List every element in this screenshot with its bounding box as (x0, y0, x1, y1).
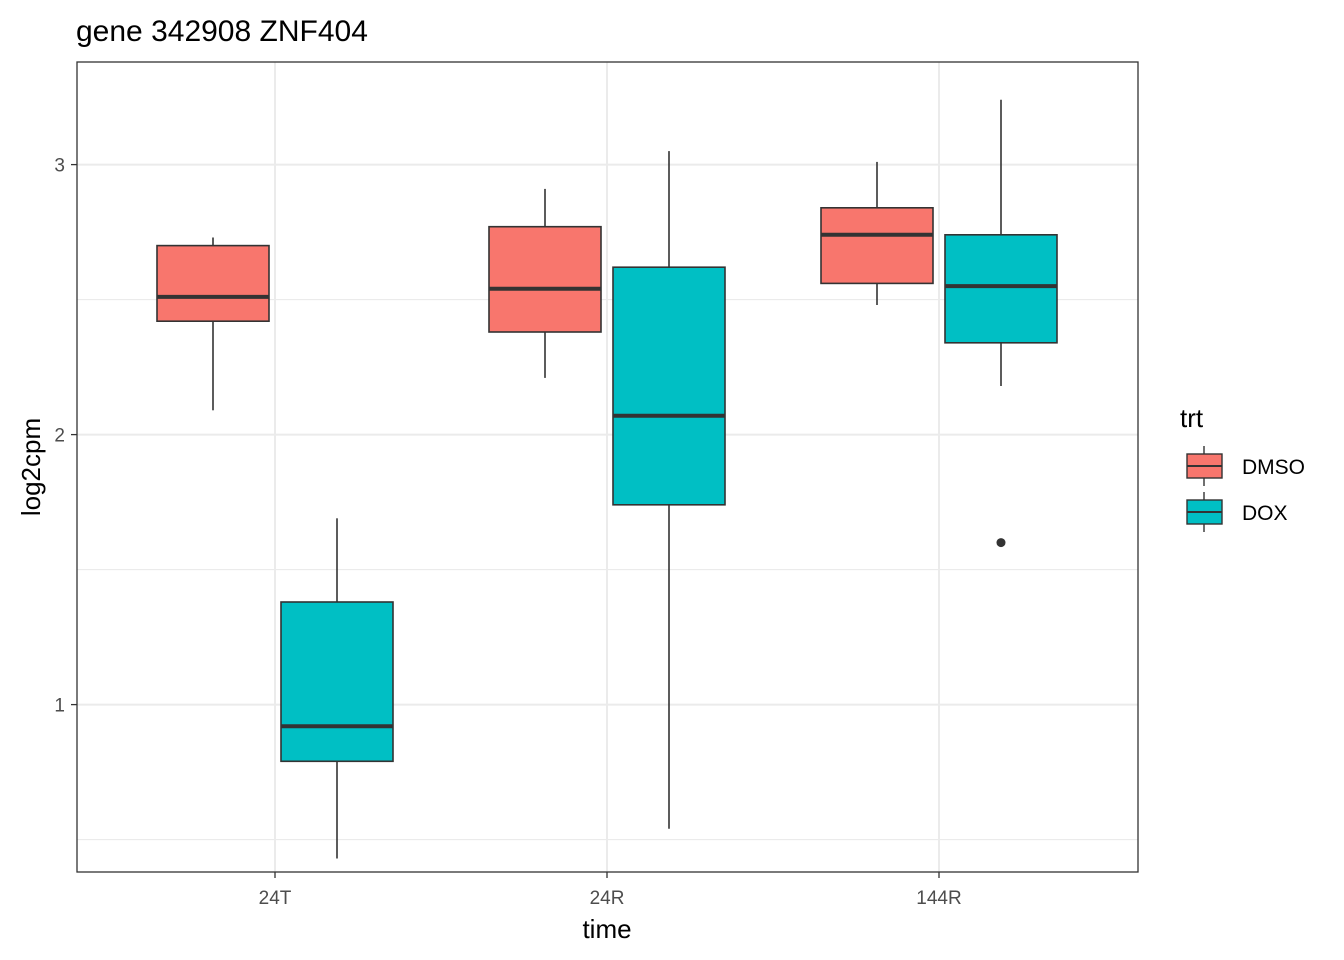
legend-title: trt (1180, 403, 1204, 433)
grid-lines (77, 62, 1138, 872)
box-body (944, 234, 1058, 344)
y-axis-label: log2cpm (16, 418, 46, 516)
box-dmso-24t (156, 237, 270, 411)
box-dox-24t (280, 518, 394, 859)
box-body (156, 244, 270, 323)
box-body (820, 207, 934, 285)
box-dox-24r (612, 151, 726, 829)
box-dmso-24r (488, 188, 602, 378)
box-dox-144r (944, 99, 1058, 548)
legend: trt DMSO DOX (1180, 403, 1305, 532)
chart-title: gene 342908 ZNF404 (76, 15, 368, 48)
box-dmso-144r (820, 161, 934, 305)
x-tick-label: 24R (590, 888, 625, 909)
y-tick-label: 1 (54, 696, 65, 717)
legend-item-dmso: DMSO (1186, 446, 1305, 486)
outlier-point (996, 538, 1006, 548)
box-body (488, 225, 602, 333)
axes: 1 2 3 24T 24R 144R (54, 156, 961, 909)
box-body (280, 601, 394, 763)
box-layer (156, 99, 1058, 859)
legend-label: DMSO (1242, 456, 1305, 479)
x-tick-label: 144R (916, 888, 961, 909)
x-axis-label: time (582, 914, 631, 944)
legend-keys: DMSO DOX (1186, 446, 1305, 532)
legend-label: DOX (1242, 502, 1288, 525)
x-tick-label: 24T (259, 888, 292, 909)
y-tick-label: 2 (54, 426, 65, 447)
legend-item-dox: DOX (1186, 492, 1288, 532)
box-body (612, 266, 726, 506)
y-tick-label: 3 (54, 156, 65, 177)
